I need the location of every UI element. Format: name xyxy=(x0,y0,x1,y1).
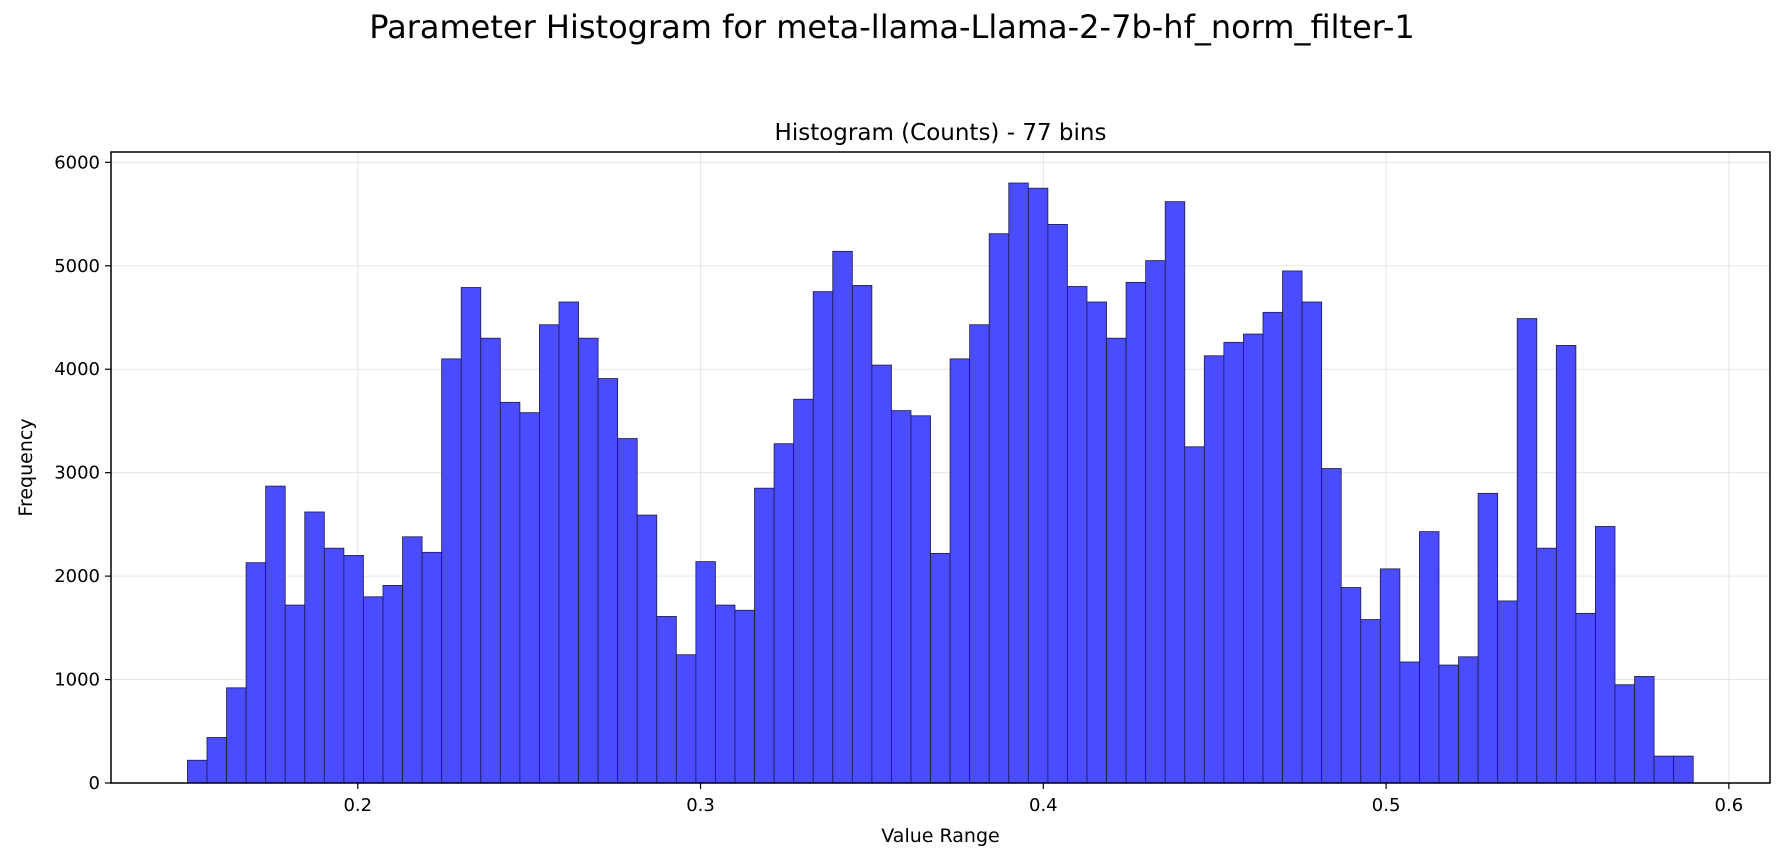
histogram-bar xyxy=(1243,333,1264,784)
histogram-bar xyxy=(206,737,227,784)
histogram-bar xyxy=(1282,270,1303,784)
histogram-bar xyxy=(1086,301,1107,784)
histogram-bar xyxy=(1614,684,1635,784)
histogram-bars xyxy=(187,182,1694,784)
histogram-bar xyxy=(1203,355,1225,784)
histogram-bar xyxy=(597,378,619,784)
histogram-bar xyxy=(1419,531,1440,784)
histogram-bar xyxy=(675,654,697,784)
histogram-bar xyxy=(1458,656,1479,784)
histogram-bar xyxy=(578,337,599,784)
histogram-bar xyxy=(1027,187,1049,784)
histogram-bar xyxy=(773,443,795,784)
histogram-bar xyxy=(382,585,403,784)
histogram-bar xyxy=(1575,612,1596,784)
histogram-bar xyxy=(519,412,540,784)
histogram-bar xyxy=(871,364,892,784)
histogram-bar xyxy=(558,301,579,784)
histogram-bar xyxy=(1477,492,1499,784)
histogram-bar xyxy=(695,561,716,784)
histogram-bar xyxy=(1262,311,1283,784)
histogram-bar xyxy=(265,485,286,784)
x-axis-label: Value Range xyxy=(881,825,999,847)
histogram-bar xyxy=(969,324,990,784)
histogram-bar xyxy=(539,324,560,784)
histogram-bar xyxy=(812,291,834,784)
histogram-bar xyxy=(226,687,247,784)
y-tick-label: 2000 xyxy=(54,566,100,587)
y-tick-label: 4000 xyxy=(54,359,100,380)
x-tick-label: 0.3 xyxy=(686,795,715,816)
histogram-bar xyxy=(304,511,325,784)
histogram-bar xyxy=(734,609,755,784)
histogram-bar xyxy=(988,233,1010,784)
histogram-bar xyxy=(1555,345,1577,784)
histogram-bar xyxy=(1438,664,1459,784)
x-tick-label: 0.6 xyxy=(1715,795,1744,816)
histogram-bar xyxy=(1047,224,1068,784)
y-axis-label: Frequency xyxy=(15,418,37,516)
histogram-bar xyxy=(1008,182,1029,784)
histogram-bar xyxy=(930,552,951,784)
histogram-bar xyxy=(343,555,364,784)
histogram-bar xyxy=(1634,676,1655,784)
plot-title: Histogram (Counts) - 77 bins xyxy=(775,120,1107,146)
x-tick-label: 0.4 xyxy=(1029,795,1058,816)
x-tick-label: 0.5 xyxy=(1372,795,1401,816)
histogram-bar xyxy=(715,604,736,784)
y-axis-ticks: 0 1000 2000 3000 4000 5000 6000 xyxy=(54,152,111,794)
histogram-bar xyxy=(499,401,521,784)
histogram-bar xyxy=(891,410,912,784)
histogram-bar xyxy=(1673,755,1694,784)
histogram-bar xyxy=(460,287,482,784)
plot-frame xyxy=(110,151,1771,784)
histogram-bar xyxy=(323,547,345,784)
histogram-bar xyxy=(1125,281,1147,784)
histogram-bar xyxy=(1321,468,1342,784)
histogram-bar xyxy=(1164,201,1186,784)
histogram-bar xyxy=(1516,318,1538,784)
histogram-bar xyxy=(1379,568,1401,784)
x-tick-label: 0.2 xyxy=(343,795,372,816)
y-tick-label: 1000 xyxy=(54,670,100,691)
histogram-bar xyxy=(1184,446,1205,784)
y-tick-label: 5000 xyxy=(54,256,100,277)
histogram-bar xyxy=(656,616,677,784)
histogram-bar xyxy=(284,604,306,784)
histogram-bar xyxy=(441,358,462,784)
histogram-bar xyxy=(480,337,501,784)
histogram-bar xyxy=(363,596,384,784)
y-tick-label: 6000 xyxy=(54,152,100,173)
histogram-bar xyxy=(1106,337,1127,784)
histogram-bar xyxy=(754,487,775,784)
x-axis-ticks: 0.2 0.3 0.4 0.5 0.6 xyxy=(343,783,1743,816)
histogram-bar xyxy=(1360,619,1381,784)
histogram-bar xyxy=(421,551,443,784)
histogram-bar xyxy=(793,398,814,784)
histogram-bar xyxy=(949,358,971,784)
histogram-bar xyxy=(187,759,208,784)
histogram-bar xyxy=(617,438,638,784)
histogram-bar xyxy=(851,285,873,784)
y-tick-label: 3000 xyxy=(54,463,100,484)
histogram-bar xyxy=(1340,587,1362,784)
figure-title: Parameter Histogram for meta-llama-Llama… xyxy=(369,8,1415,46)
histogram-bar xyxy=(1399,661,1420,784)
histogram-bar xyxy=(1653,755,1675,784)
histogram-bar xyxy=(832,250,853,784)
histogram-bar xyxy=(1145,260,1166,784)
histogram-bar xyxy=(245,562,267,784)
histogram-bar xyxy=(636,514,658,784)
histogram-bar xyxy=(1301,301,1323,784)
histogram-bar xyxy=(1595,526,1616,784)
histogram-bar xyxy=(1067,286,1088,784)
histogram-bar xyxy=(402,536,423,784)
histogram-bar xyxy=(1536,547,1557,784)
histogram-bar xyxy=(910,415,931,784)
y-tick-label: 0 xyxy=(89,773,100,794)
histogram-bar xyxy=(1497,600,1518,784)
histogram-bar xyxy=(1223,341,1244,784)
